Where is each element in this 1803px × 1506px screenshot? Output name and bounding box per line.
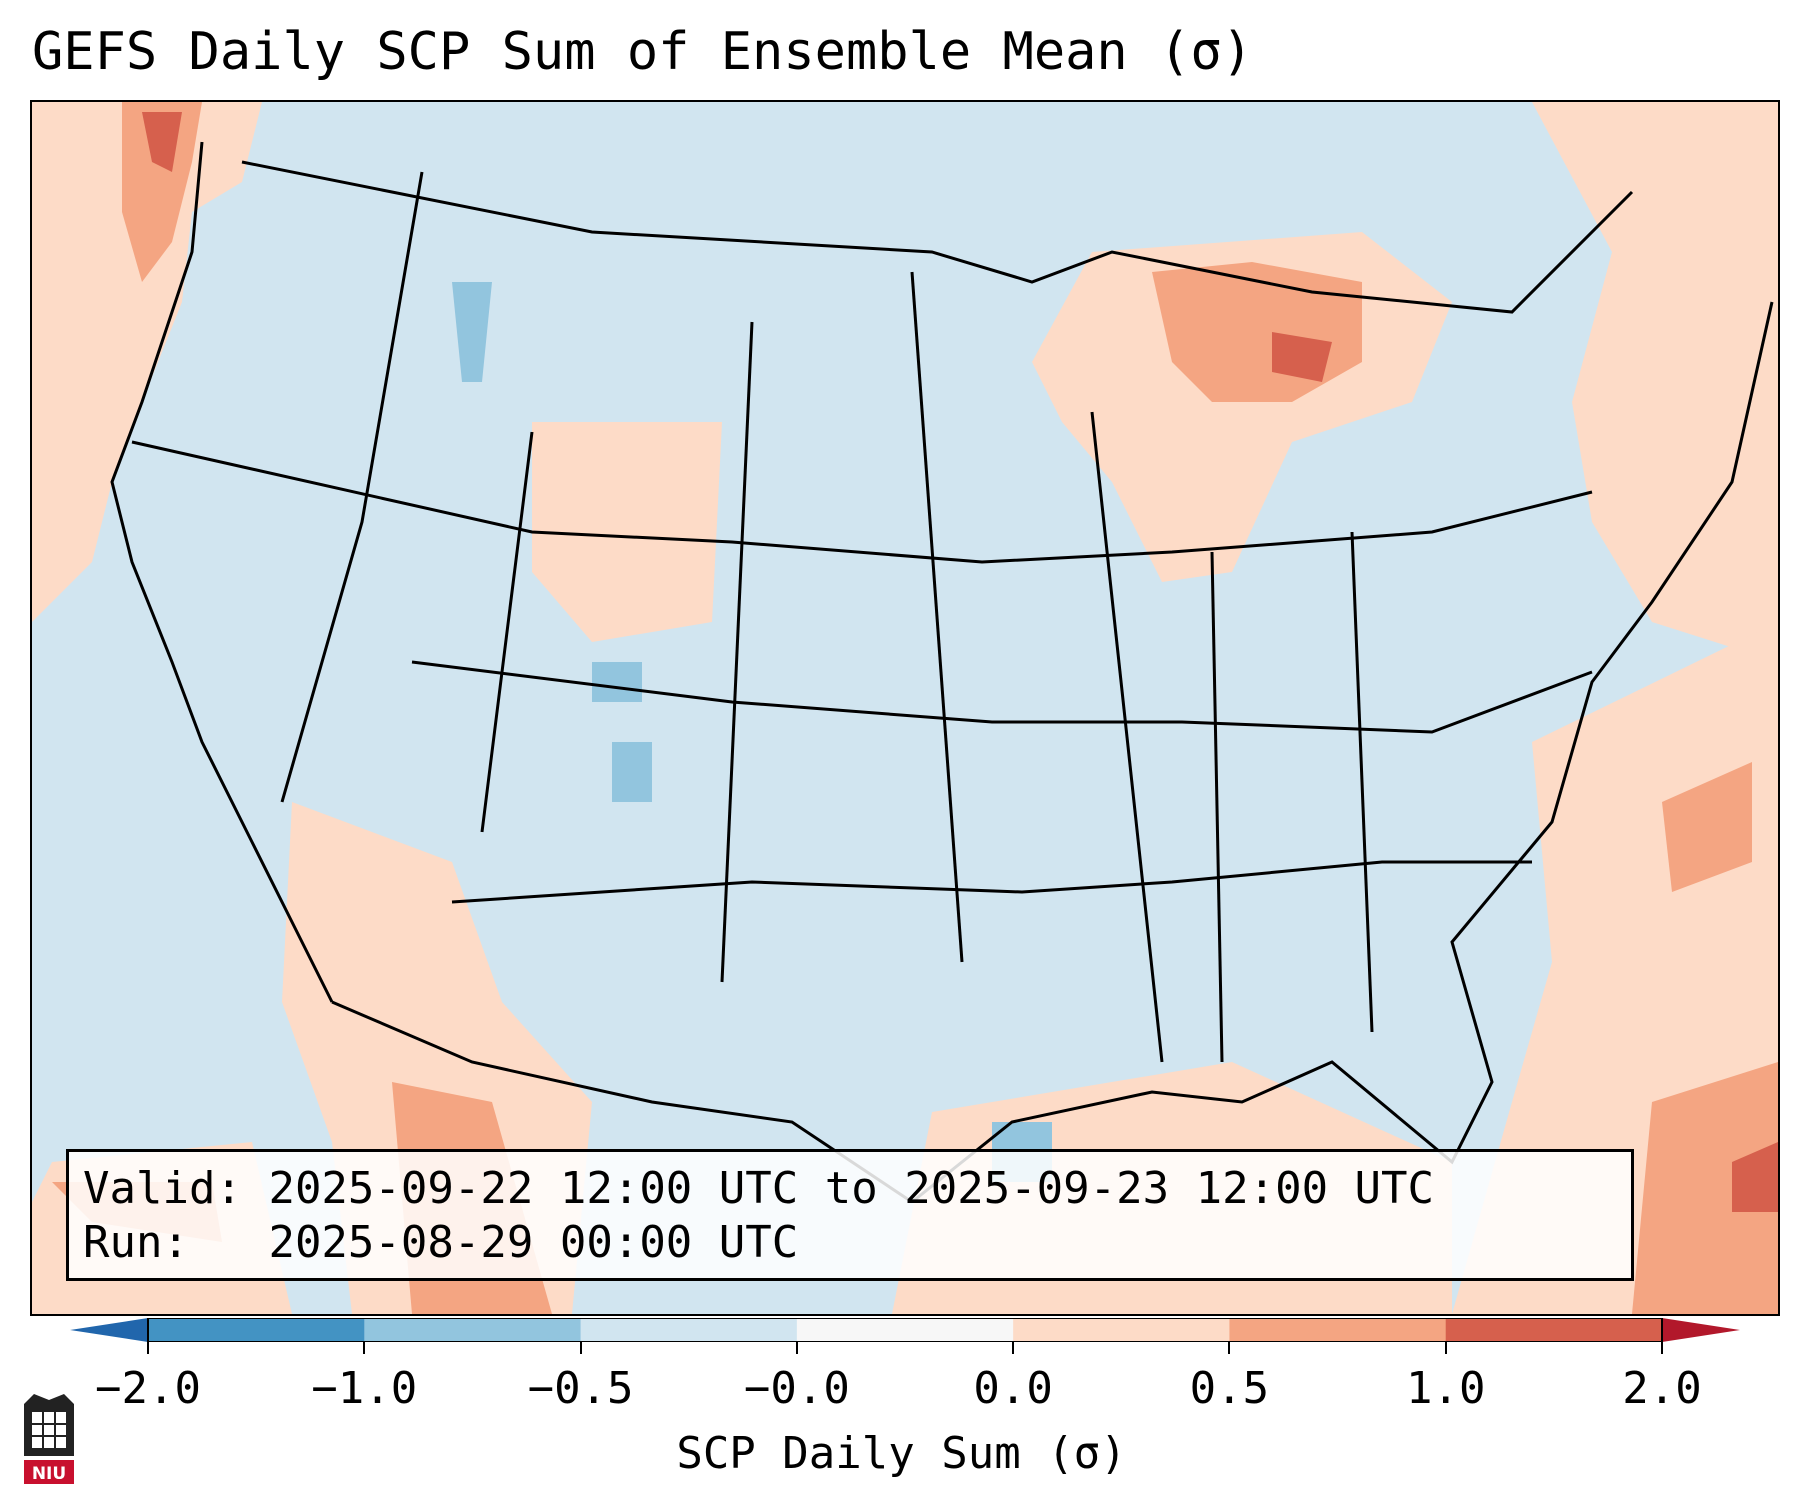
anomaly-pacific-nw-core — [142, 112, 182, 172]
anomaly-pacific-nw-strong — [122, 102, 202, 282]
border-v5 — [1090, 411, 1164, 1063]
run-value: 2025-08-29 00:00 UTC — [268, 1217, 799, 1268]
colorbar-segment — [1445, 1318, 1663, 1342]
border-v7 — [1350, 531, 1374, 1033]
colorbar-tick-label: 1.0 — [1405, 1363, 1486, 1414]
colorbar-segment — [364, 1318, 582, 1342]
anomaly-negative-montana — [452, 282, 492, 382]
logo-badge — [24, 1460, 74, 1484]
anomaly-northeast — [1532, 102, 1778, 662]
valid-label: Valid: — [83, 1163, 242, 1214]
valid-run-info-box: Valid: 2025-09-22 12:00 UTC to 2025-09-2… — [66, 1149, 1634, 1281]
colorbar-tick-label: −2.0 — [95, 1363, 201, 1414]
valid-value: 2025-09-22 12:00 UTC to 2025-09-23 12:00… — [268, 1163, 1435, 1214]
colorbar-tick-label: −0.0 — [743, 1363, 850, 1414]
run-line: Run: 2025-08-29 00:00 UTC — [83, 1216, 1631, 1270]
colorbar-tick-mark — [147, 1342, 149, 1354]
anomaly-great-lakes-core — [1272, 332, 1332, 382]
colorbar-tick-mark — [579, 1342, 582, 1354]
colorbar-tick-label: −0.5 — [527, 1363, 634, 1414]
anomaly-pacific-nw — [32, 102, 262, 622]
colorbar-segment — [580, 1318, 798, 1342]
colorbar-tick-mark — [795, 1342, 798, 1354]
border-v2 — [480, 431, 534, 833]
state-borders — [110, 141, 1774, 1204]
logo-window — [32, 1412, 66, 1448]
colorbar-tick-label: −1.0 — [311, 1363, 418, 1414]
colorbar-segments — [148, 1318, 1663, 1342]
map-canvas — [32, 102, 1778, 1314]
border-2 — [411, 660, 1593, 734]
anomaly-negative-utah — [612, 742, 652, 802]
colorbar-extend-low — [70, 1318, 148, 1342]
border-v6 — [1210, 551, 1224, 1063]
colorbar-outline — [147, 1318, 1663, 1342]
colorbar-tick-mark — [1661, 1342, 1663, 1354]
anomaly-negative-colorado — [592, 662, 642, 702]
border-v4 — [910, 271, 964, 963]
us-coastline-west — [110, 141, 334, 1003]
colorbar — [70, 1318, 1740, 1342]
map-panel — [30, 100, 1780, 1316]
gulf-coast — [911, 301, 1774, 1204]
map-title: GEFS Daily SCP Sum of Ensemble Mean (σ) — [32, 22, 1253, 82]
colorbar-tick-mark — [1228, 1342, 1231, 1354]
colorbar-segment — [1013, 1318, 1230, 1342]
colorbar-tick-label: 0.5 — [1189, 1363, 1270, 1414]
anomaly-wyoming — [532, 422, 722, 642]
anomaly-caribbean-core — [1732, 1142, 1778, 1212]
colorbar-tick-mark — [1012, 1342, 1015, 1354]
colorbar-segment — [796, 1318, 1014, 1342]
colorbar-tick-mark — [1444, 1342, 1447, 1354]
anomaly-caribbean — [1632, 1062, 1778, 1314]
border-1 — [131, 440, 1593, 564]
colorbar-tick-mark — [363, 1342, 366, 1354]
logo-window-grid — [32, 1412, 66, 1448]
border-v3 — [720, 321, 754, 983]
border-v1 — [280, 171, 424, 803]
niu-logo: NIU — [24, 1394, 74, 1484]
anomaly-atlantic-strong — [1662, 762, 1752, 892]
colorbar-tick-label: 2.0 — [1622, 1363, 1702, 1414]
border-3 — [451, 860, 1532, 904]
colorbar-tick-label: 0.0 — [973, 1363, 1053, 1414]
colorbar-label: SCP Daily Sum (σ) — [676, 1428, 1127, 1479]
colorbar-extend-high — [1662, 1318, 1740, 1342]
valid-line: Valid: 2025-09-22 12:00 UTC to 2025-09-2… — [83, 1162, 1631, 1216]
logo-text: NIU — [32, 1464, 66, 1484]
run-label: Run: — [83, 1217, 189, 1268]
us-canada-border — [241, 160, 1634, 314]
colorbar-segment — [1229, 1318, 1447, 1342]
colorbar-segment — [148, 1318, 365, 1342]
mexico-border — [331, 1000, 913, 1204]
